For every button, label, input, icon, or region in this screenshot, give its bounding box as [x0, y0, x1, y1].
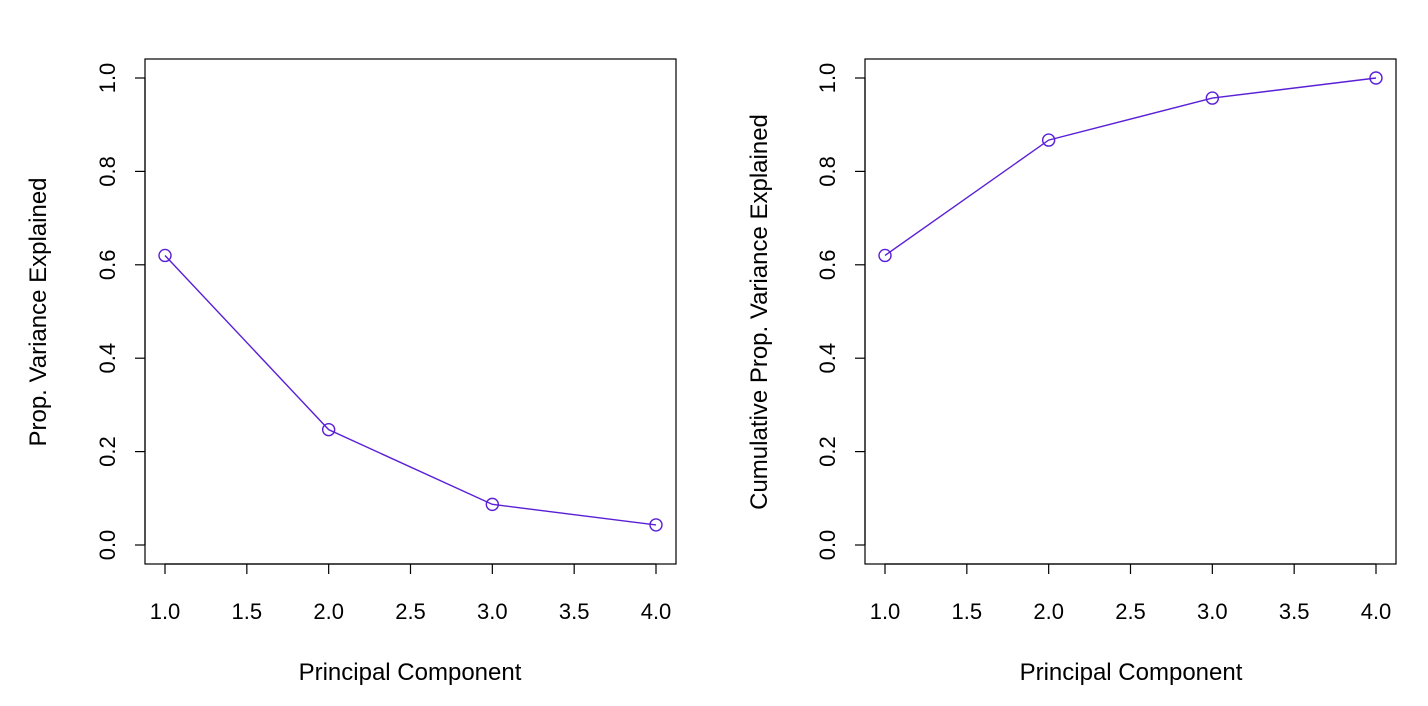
data-point — [878, 248, 892, 263]
y-tick-label: 0.4 — [95, 343, 120, 374]
x-tick-label: 2.5 — [395, 599, 426, 624]
x-tick-label: 3.0 — [1197, 599, 1228, 624]
x-tick-label: 3.5 — [559, 599, 590, 624]
x-tick-label: 4.0 — [1361, 599, 1392, 624]
x-axis: 1.0 1.5 2.0 2.5 3.0 3.5 4.0 — [870, 563, 1392, 624]
series-line — [884, 77, 1377, 257]
data-point — [1369, 71, 1383, 85]
data-point — [1205, 91, 1220, 105]
x-tick-label: 2.0 — [313, 599, 344, 624]
y-axis-title: Cumulative Prop. Variance Explained — [746, 114, 773, 510]
y-tick-label: 0.2 — [95, 436, 120, 467]
y-axis-title: Prop. Variance Explained — [25, 177, 52, 446]
y-tick-label: 0.6 — [815, 250, 840, 281]
data-point — [1041, 133, 1056, 147]
data-point — [321, 422, 336, 437]
data-point — [485, 497, 500, 512]
x-tick-label: 3.5 — [1279, 599, 1310, 624]
x-axis: 1.0 1.5 2.0 2.5 3.0 3.5 4.0 — [150, 563, 672, 624]
y-tick-label: 1.0 — [95, 63, 120, 94]
x-tick-label: 1.5 — [232, 599, 263, 624]
x-tick-label: 1.5 — [952, 599, 983, 624]
series-line — [164, 254, 657, 526]
x-tick-label: 4.0 — [641, 599, 672, 624]
x-tick-label: 3.0 — [477, 599, 508, 624]
series-marks — [878, 71, 1383, 263]
plot-frame — [144, 58, 677, 565]
y-tick-label: 1.0 — [815, 63, 840, 94]
x-axis-title: Principal Component — [1020, 659, 1243, 686]
y-tick-label: 0.2 — [815, 436, 840, 467]
y-tick-label: 0.0 — [815, 530, 840, 561]
data-point — [158, 248, 172, 263]
y-tick-label: 0.6 — [95, 250, 120, 281]
series-marks — [158, 248, 663, 532]
y-tick-label: 0.8 — [95, 156, 120, 187]
x-axis-title: Principal Component — [299, 659, 522, 686]
plot-frame — [864, 58, 1397, 565]
y-axis: 0.0 0.2 0.4 0.6 0.8 1.0 — [815, 63, 866, 561]
x-tick-label: 2.0 — [1033, 599, 1064, 624]
x-tick-label: 1.0 — [870, 599, 901, 624]
y-axis: 0.0 0.2 0.4 0.6 0.8 1.0 — [95, 63, 146, 561]
y-tick-label: 0.0 — [95, 530, 120, 561]
x-tick-label: 1.0 — [150, 599, 181, 624]
y-tick-label: 0.4 — [815, 343, 840, 374]
chart-panel-prop-variance: 0.0 0.2 0.4 0.6 0.8 1.0 1.0 1.5 2.0 2.5 … — [25, 58, 677, 686]
y-tick-label: 0.8 — [815, 156, 840, 187]
x-tick-label: 2.5 — [1115, 599, 1146, 624]
chart-panel-cumulative-variance: 0.0 0.2 0.4 0.6 0.8 1.0 1.0 1.5 2.0 2.5 … — [746, 58, 1397, 686]
data-point — [649, 518, 663, 532]
